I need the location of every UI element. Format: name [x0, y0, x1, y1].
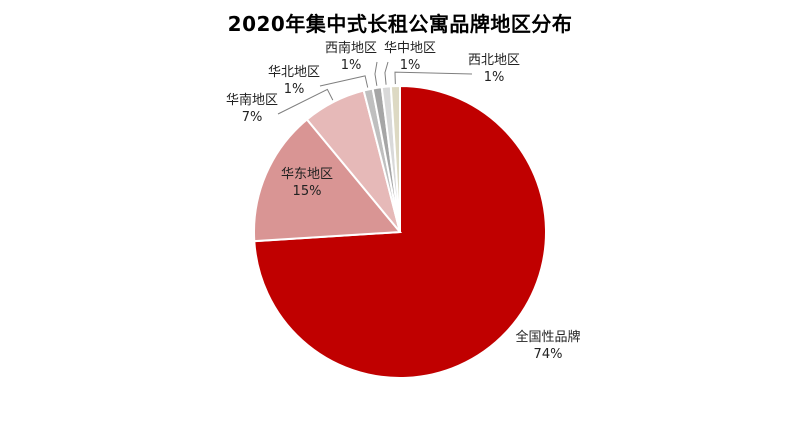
slice-value-label-2: 15% [293, 184, 322, 199]
slice-value-label-7: 1% [484, 70, 505, 85]
slice-label-2: 华东地区 [281, 167, 333, 182]
slice-label-1: 全国性品牌 [515, 329, 580, 345]
leader-line-5 [374, 61, 378, 86]
slice-value-label-4: 1% [284, 82, 305, 97]
slice-label-5: 西南地区 [325, 40, 377, 56]
leader-line-6 [384, 61, 389, 85]
pie-slice-7 [389, 84, 401, 233]
leader-line-4 [319, 75, 369, 88]
slice-label-6: 华中地区 [384, 41, 436, 56]
slice-label-7: 西北地区 [468, 53, 520, 68]
leader-line-3 [277, 88, 334, 115]
slice-label-4: 华北地区 [268, 65, 320, 80]
slice-value-label-1: 74% [534, 347, 563, 362]
slice-value-label-5: 1% [341, 58, 362, 73]
slice-label-3: 华南地区 [226, 92, 278, 108]
pie-slice-2 [253, 118, 403, 243]
slice-value-label-3: 7% [242, 110, 263, 125]
leader-line-7 [394, 71, 473, 85]
chart-title: 2020年集中式长租公寓品牌地区分布 [227, 12, 573, 36]
slice-value-label-6: 1% [400, 58, 421, 73]
